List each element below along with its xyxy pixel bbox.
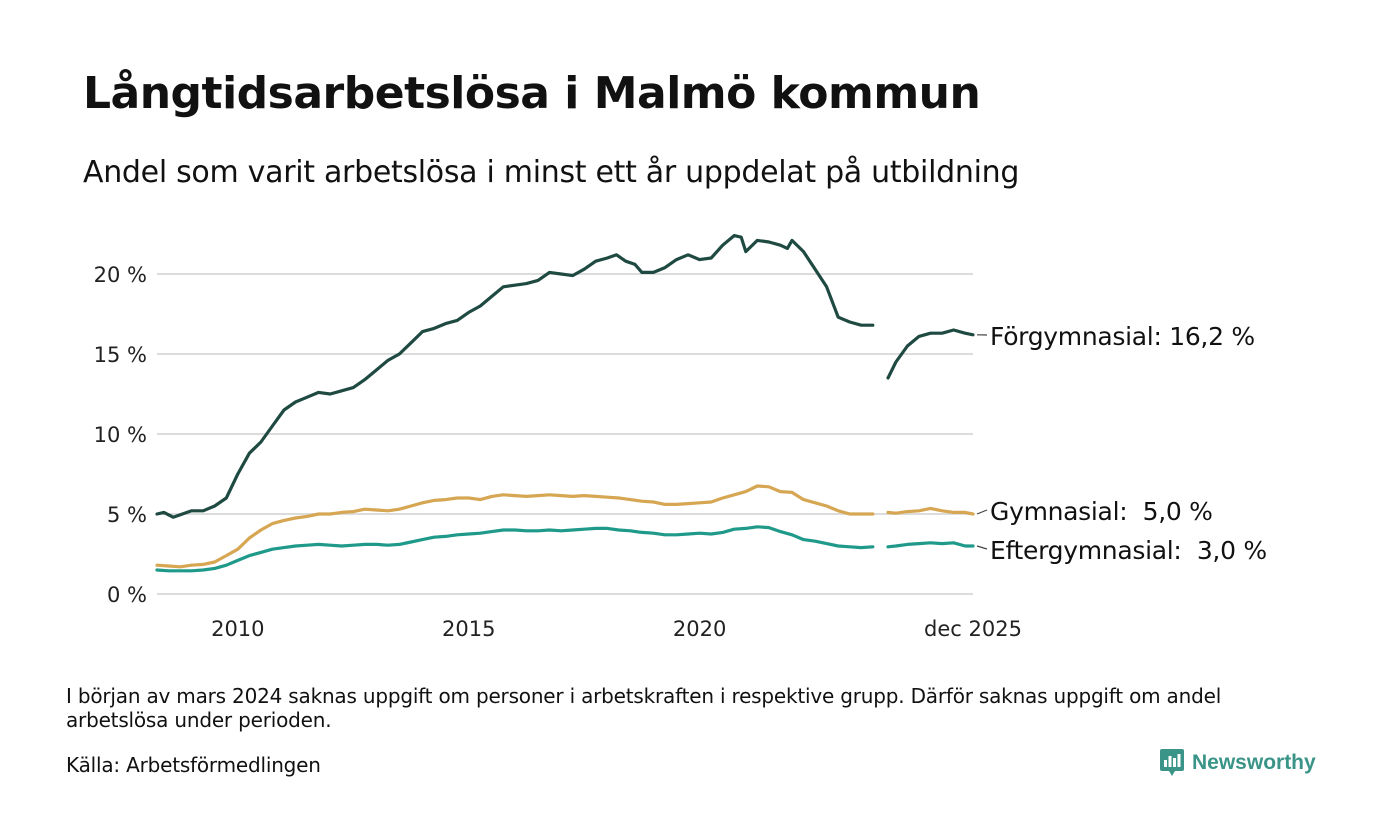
x-tick-label: 2010 xyxy=(211,617,264,641)
x-axis-tick-labels: 2010 2015 2020 dec 2025 xyxy=(211,617,1022,641)
series-line-eftergymnasial xyxy=(155,525,875,573)
grid-lines xyxy=(157,273,973,595)
series-end-labels: Förgymnasial: 16,2 % Gymnasial: 5,0 % Efte… xyxy=(976,322,1267,565)
y-tick-label: 10 % xyxy=(94,423,147,447)
y-tick-label: 5 % xyxy=(107,503,147,527)
series-line-förgymnasial-after-gap xyxy=(886,328,975,380)
chart-subtitle: Andel som varit arbetslösa i minst ett å… xyxy=(83,155,1020,190)
y-tick-label: 0 % xyxy=(107,583,147,607)
x-tick-label: 2015 xyxy=(442,617,495,641)
series-lines xyxy=(155,234,975,573)
series-line-eftergymnasial-after-gap xyxy=(886,541,975,549)
source-text: Källa: Arbetsförmedlingen xyxy=(66,753,321,777)
series-line-gymnasial-after-gap xyxy=(886,506,975,516)
newsworthy-logo-icon xyxy=(1160,749,1184,776)
chart-title: Långtidsarbetslösa i Malmö kommun xyxy=(83,68,981,119)
series-line-förgymnasial xyxy=(155,234,875,519)
brand-logo: Newsworthy xyxy=(1159,747,1316,779)
series-label-gymnasial: Gymnasial: 5,0 % xyxy=(990,497,1213,526)
brand-name: Newsworthy xyxy=(1192,751,1316,774)
series-label-eftergymnasial: Eftergymnasial: 3,0 % xyxy=(990,536,1267,565)
footnote: I början av mars 2024 saknas uppgift om … xyxy=(66,684,1222,732)
label-leader-eftergymnasial xyxy=(976,545,988,550)
series-label-förgymnasial: Förgymnasial: 16,2 % xyxy=(990,322,1255,351)
x-tick-label: dec 2025 xyxy=(924,617,1022,641)
label-leader-gymnasial xyxy=(976,509,988,515)
line-chart: 0 %5 %10 %15 %20 % 2010 2015 2020 dec 2025 … xyxy=(94,234,1267,641)
series-line-gymnasial xyxy=(155,484,875,569)
y-tick-label: 20 % xyxy=(94,263,147,287)
y-axis-tick-labels: 0 % 5 % 10 % 15 % 20 % xyxy=(94,263,147,607)
x-tick-label: 2020 xyxy=(673,617,726,641)
y-tick-label: 15 % xyxy=(94,343,147,367)
